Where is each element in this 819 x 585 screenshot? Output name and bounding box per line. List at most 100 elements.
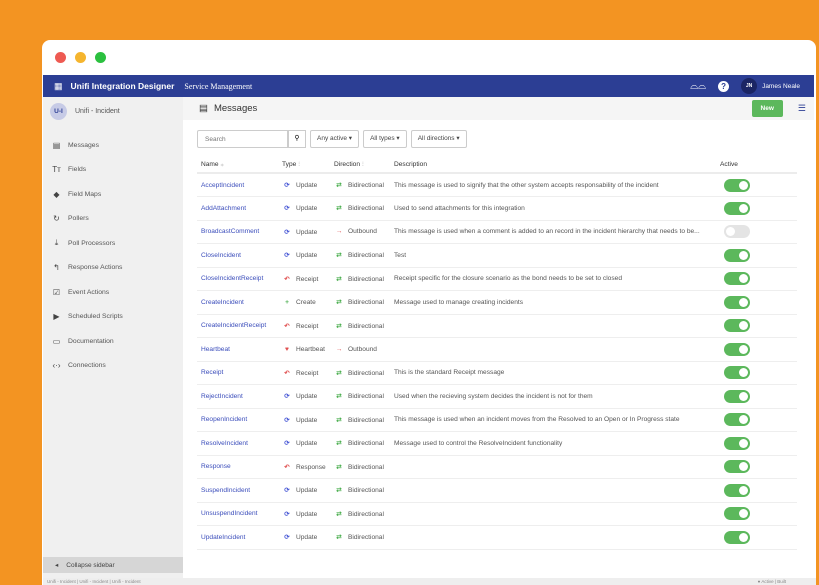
table-row[interactable]: CreateIncident + Create ⇄ Bidirectional Me… [197,290,797,315]
refresh-icon: ⟳ [284,393,290,401]
sidebar-item-event-actions[interactable]: ☑ Event Actions [43,280,183,305]
message-type: Update [296,416,318,424]
refresh-icon: ⟳ [284,416,290,424]
message-name-link[interactable]: SuspendIncident [197,478,278,503]
search-input[interactable] [197,130,288,148]
sidebar-item-scheduled-scripts[interactable]: ▶ Scheduled Scripts [43,305,183,330]
sidebar-item-poll-processors[interactable]: ⤓ Poll Processors [43,231,183,256]
message-name-link[interactable]: CreateIncident [197,290,278,315]
active-toggle[interactable] [724,483,750,497]
table-row[interactable]: AcceptIncident ⟳ Update ⇄ Bidirectional Th… [197,173,797,197]
message-direction: Bidirectional [348,487,384,495]
active-toggle[interactable] [724,530,750,544]
help-icon[interactable]: ? [718,80,730,92]
table-row[interactable]: CloseIncidentReceipt ↶ Receipt ⇄ Bidirecti… [197,267,797,291]
sidebar-item-connections[interactable]: ‹·› Connections [43,354,183,379]
active-toggle[interactable] [724,389,750,403]
message-name-link[interactable]: RejectIncident [197,384,278,409]
new-button[interactable]: New [751,100,783,117]
direction-filter-dropdown[interactable]: All directions ▾ [410,130,467,148]
message-name-link[interactable]: UpdateIncident [197,525,278,550]
collapse-sidebar-button[interactable]: ◂ Collapse sidebar [43,557,183,573]
app-title[interactable]: Unifi Integration Designer [70,81,175,91]
active-toggle[interactable] [724,342,750,356]
message-type: Update [296,205,318,213]
project-name: Unifi - Incident [75,108,120,115]
message-name-link[interactable]: ReopenIncident [197,408,278,432]
active-toggle[interactable] [724,272,750,286]
message-name-link[interactable]: AddAttachment [197,196,278,221]
minimize-window-button[interactable] [75,52,86,63]
arrow-right-icon: → [335,345,343,353]
bidirectional-arrows-icon: ⇄ [336,463,342,471]
column-type[interactable]: Type ⁝ [278,156,330,174]
sidebar-item-pollers[interactable]: ↻ Pollers [43,207,183,232]
table-row[interactable]: UnsuspendIncident ⟳ Update ⇄ Bidirectional [197,502,797,526]
close-window-button[interactable] [55,52,66,63]
message-direction: Bidirectional [348,393,384,401]
message-name-link[interactable]: CloseIncidentReceipt [197,267,278,291]
apps-grid-icon[interactable]: ▦ [54,80,63,91]
messages-table: Name ⁎ Type ⁝ Direction ⁝ Description Ac… [197,156,797,550]
active-toggle[interactable] [724,248,750,262]
sidebar-item-response-actions[interactable]: ↰ Response Actions [43,256,183,281]
active-toggle[interactable] [724,366,750,380]
hamburger-menu-icon[interactable]: ☰ [797,103,806,113]
table-row[interactable]: ResolveIncident ⟳ Update ⇄ Bidirectional M… [197,431,797,456]
table-row[interactable]: CloseIncident ⟳ Update ⇄ Bidirectional Tes… [197,243,797,268]
page-header: ▤ Messages New ☰ [183,97,814,120]
active-filter-dropdown[interactable]: Any active ▾ [310,130,360,148]
message-name-link[interactable]: UnsuspendIncident [197,502,278,526]
glasses-icon[interactable]: ⌓⌓ [690,80,707,92]
table-row[interactable]: CreateIncidentReceipt ↶ Receipt ⇄ Bidirect… [197,314,797,338]
arrow-right-icon: → [335,228,343,236]
sidebar-item-documentation[interactable]: ▭ Documentation [43,329,183,354]
active-toggle[interactable] [724,319,750,333]
table-row[interactable]: Receipt ↶ Receipt ⇄ Bidirectional This is … [197,361,797,385]
active-toggle[interactable] [724,413,750,427]
active-toggle[interactable] [724,178,750,192]
message-name-link[interactable]: Heartbeat [197,337,278,362]
message-description: Receipt specific for the closure scenari… [390,267,716,291]
active-toggle[interactable] [724,507,750,521]
sidebar-item-fields[interactable]: Tт Fields [43,158,183,183]
table-row[interactable]: BroadcastComment ⟳ Update → Outbound This … [197,220,797,244]
sidebar-item-field-maps[interactable]: ◆ Field Maps [43,182,183,207]
message-name-link[interactable]: CloseIncident [197,243,278,268]
type-filter-dropdown[interactable]: All types ▾ [363,130,407,148]
table-row[interactable]: SuspendIncident ⟳ Update ⇄ Bidirectional [197,478,797,503]
active-toggle[interactable] [724,225,750,239]
message-name-link[interactable]: ResolveIncident [197,431,278,456]
user-menu[interactable]: JN James Neale [741,78,800,94]
sidebar-item-label: Event Actions [68,288,110,296]
table-row[interactable]: Heartbeat ♥ Heartbeat → Outbound [197,337,797,362]
collapse-sidebar-label: Collapse sidebar [66,561,115,569]
column-direction[interactable]: Direction ⁝ [330,156,390,174]
table-row[interactable]: Response ↶ Response ⇄ Bidirectional [197,455,797,479]
table-row[interactable]: ReopenIncident ⟳ Update ⇄ Bidirectional Th… [197,408,797,432]
bidirectional-arrows-icon: ⇄ [336,440,342,448]
active-toggle[interactable] [724,436,750,450]
active-toggle[interactable] [724,201,750,215]
active-toggle[interactable] [724,460,750,474]
project-header[interactable]: U-I Unifi - Incident [43,97,183,126]
column-name[interactable]: Name ⁎ [197,156,278,174]
message-name-link[interactable]: AcceptIncident [197,173,278,197]
active-toggle[interactable] [724,295,750,309]
table-row[interactable]: UpdateIncident ⟳ Update ⇄ Bidirectional [197,525,797,550]
message-name-link[interactable]: BroadcastComment [197,220,278,244]
table-row[interactable]: RejectIncident ⟳ Update ⇄ Bidirectional Us… [197,384,797,409]
search-button[interactable]: ⚲ [288,130,306,148]
sidebar-item-messages[interactable]: ▤ Messages [43,133,183,158]
search-icon: ⚲ [294,135,300,142]
connections-icon: ‹·› [52,361,61,371]
message-name-link[interactable]: Response [197,455,278,479]
window-controls [42,40,816,75]
message-direction: Outbound [348,228,377,236]
maximize-window-button[interactable] [95,52,106,63]
table-row[interactable]: AddAttachment ⟳ Update ⇄ Bidirectional Use… [197,196,797,221]
message-direction: Bidirectional [348,510,384,518]
message-name-link[interactable]: CreateIncidentReceipt [197,314,278,338]
sidebar-item-label: Documentation [68,337,114,345]
message-name-link[interactable]: Receipt [197,361,278,385]
